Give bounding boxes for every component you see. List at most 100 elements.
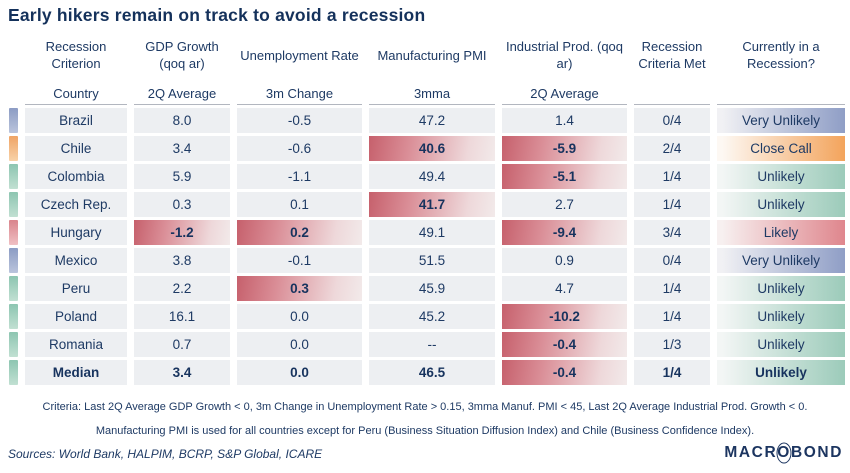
value-cell: -0.6 [237, 136, 362, 161]
column-header: Recession Criteria Met [638, 39, 706, 71]
value-cell: -9.4 [502, 220, 627, 245]
status-cell: Close Call [717, 136, 845, 161]
column-header: GDP Growth (qoq ar) [145, 39, 219, 71]
criteria-met-cell: 1/4 [634, 276, 710, 301]
value-cell: 2.7 [502, 192, 627, 217]
header-spacer [9, 34, 18, 78]
value-cell: 46.5 [369, 360, 495, 385]
status-cell: Unlikely [717, 276, 845, 301]
value-cell: -10.2 [502, 304, 627, 329]
value-cell: 49.4 [369, 164, 495, 189]
row-status-accent [9, 304, 18, 329]
value-cell: -0.4 [502, 332, 627, 357]
value-cell: 0.7 [134, 332, 230, 357]
criteria-met-cell: 1/3 [634, 332, 710, 357]
value-cell: 40.6 [369, 136, 495, 161]
country-cell: Poland [25, 304, 127, 329]
status-cell: Unlikely [717, 332, 845, 357]
value-cell: 0.2 [237, 220, 362, 245]
row-status-accent [9, 332, 18, 357]
status-cell: Very Unlikely [717, 248, 845, 273]
criteria-footnote: Criteria: Last 2Q Average GDP Growth < 0… [42, 401, 808, 413]
country-cell: Colombia [25, 164, 127, 189]
criteria-met-cell: 0/4 [634, 248, 710, 273]
recession-table: Recession Criterion GDP Growth (qoq ar) Un… [9, 34, 845, 385]
value-cell: 4.7 [502, 276, 627, 301]
status-cell: Unlikely [717, 360, 845, 385]
criteria-met-cell: 1/4 [634, 164, 710, 189]
value-cell: -1.1 [237, 164, 362, 189]
status-cell: Unlikely [717, 192, 845, 217]
sources-note: Sources: World Bank, HALPIM, BCRP, S&P G… [8, 447, 323, 461]
row-status-accent [9, 136, 18, 161]
column-header: Recession Criterion [45, 39, 107, 71]
country-cell: Chile [25, 136, 127, 161]
row-status-accent [9, 108, 18, 133]
value-cell: -0.4 [502, 360, 627, 385]
column-subheader: 2Q Average [134, 81, 230, 105]
value-cell: 0.0 [237, 304, 362, 329]
criteria-met-cell: 1/4 [634, 304, 710, 329]
column-subheader: 3m Change [237, 81, 362, 105]
value-cell: 0.3 [237, 276, 362, 301]
pmi-footnote: Manufacturing PMI is used for all countr… [95, 425, 755, 437]
value-cell: -0.1 [237, 248, 362, 273]
value-cell: 0.9 [502, 248, 627, 273]
row-status-accent [9, 276, 18, 301]
value-cell: 16.1 [134, 304, 230, 329]
status-cell: Unlikely [717, 304, 845, 329]
column-subheader [634, 81, 710, 105]
value-cell: 0.0 [237, 332, 362, 357]
value-cell: 1.4 [502, 108, 627, 133]
row-status-accent [9, 164, 18, 189]
country-cell: Mexico [25, 248, 127, 273]
status-cell: Likely [717, 220, 845, 245]
value-cell: -1.2 [134, 220, 230, 245]
row-status-accent [9, 248, 18, 273]
column-subheader: 2Q Average [502, 81, 627, 105]
value-cell: 45.9 [369, 276, 495, 301]
value-cell: 3.4 [134, 136, 230, 161]
value-cell: 41.7 [369, 192, 495, 217]
country-cell: Czech Rep. [25, 192, 127, 217]
logo-text-post: BOND [790, 444, 843, 461]
status-cell: Unlikely [717, 164, 845, 189]
column-header: Unemployment Rate [240, 47, 359, 63]
subheader-spacer [9, 81, 18, 105]
column-header: Industrial Prod. (qoq ar) [505, 39, 624, 71]
macrobond-logo: MACROBOND [724, 444, 843, 462]
value-cell: 2.2 [134, 276, 230, 301]
country-cell: Romania [25, 332, 127, 357]
row-status-accent [9, 220, 18, 245]
column-header: Manufacturing PMI [377, 47, 487, 63]
status-cell: Very Unlikely [717, 108, 845, 133]
criteria-met-cell: 1/4 [634, 360, 710, 385]
country-cell: Peru [25, 276, 127, 301]
value-cell: 5.9 [134, 164, 230, 189]
value-cell: 8.0 [134, 108, 230, 133]
criteria-met-cell: 3/4 [634, 220, 710, 245]
value-cell: 45.2 [369, 304, 495, 329]
column-subheader [717, 81, 845, 105]
row-status-accent [9, 192, 18, 217]
criteria-met-cell: 2/4 [634, 136, 710, 161]
value-cell: 51.5 [369, 248, 495, 273]
row-status-accent [9, 360, 18, 385]
value-cell: 3.4 [134, 360, 230, 385]
value-cell: 49.1 [369, 220, 495, 245]
value-cell: -5.1 [502, 164, 627, 189]
logo-orbit-o-icon: O [777, 444, 791, 461]
value-cell: 0.1 [237, 192, 362, 217]
value-cell: -5.9 [502, 136, 627, 161]
page-title: Early hikers remain on track to avoid a … [8, 5, 426, 25]
criteria-met-cell: 1/4 [634, 192, 710, 217]
column-header: Currently in a Recession? [742, 39, 820, 71]
column-subheader: Country [25, 81, 127, 105]
value-cell: -- [369, 332, 495, 357]
value-cell: 47.2 [369, 108, 495, 133]
country-cell: Median [25, 360, 127, 385]
country-cell: Brazil [25, 108, 127, 133]
value-cell: 0.0 [237, 360, 362, 385]
value-cell: 3.8 [134, 248, 230, 273]
column-subheader: 3mma [369, 81, 495, 105]
